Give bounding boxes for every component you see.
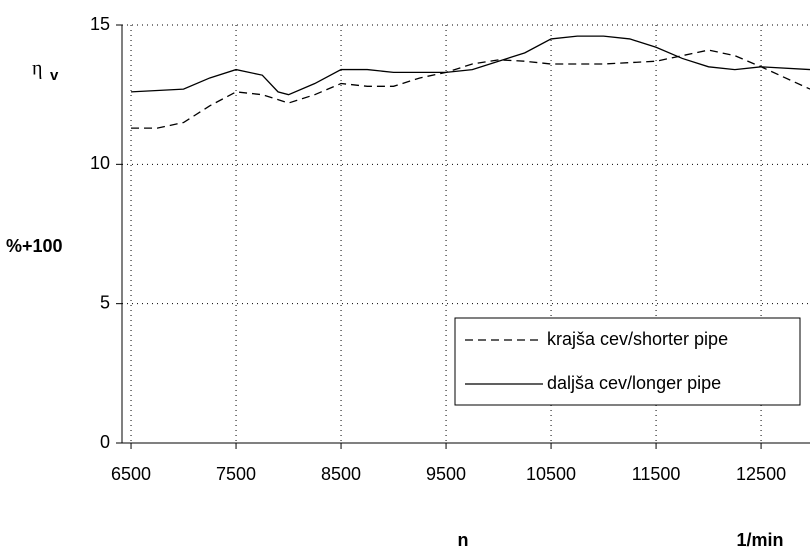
x-tick-label: 9500 [426, 464, 466, 484]
x-tick-label: 7500 [216, 464, 256, 484]
series-line [130, 35, 810, 96]
legend-label: daljša cev/longer pipe [547, 373, 721, 393]
y-tick-label: 15 [90, 14, 110, 34]
x-tick-label: 12500 [736, 464, 786, 484]
series-line [131, 49, 810, 129]
y-label-symbol: η [32, 58, 42, 80]
y-label-subscript: v [50, 67, 59, 84]
x-unit: 1/min [736, 530, 783, 550]
y-label: %+100 [6, 236, 63, 256]
x-tick-label: 11500 [632, 464, 681, 484]
x-tick-label: 10500 [526, 464, 576, 484]
y-tick-label: 5 [100, 292, 110, 312]
y-tick-label: 10 [90, 153, 110, 173]
x-tick-label: 6500 [111, 464, 151, 484]
x-label: n [458, 530, 469, 550]
x-tick-label: 8500 [321, 464, 361, 484]
legend-box [454, 317, 801, 406]
y-tick-label: 0 [100, 432, 110, 452]
legend-label: krajša cev/shorter pipe [547, 329, 728, 349]
